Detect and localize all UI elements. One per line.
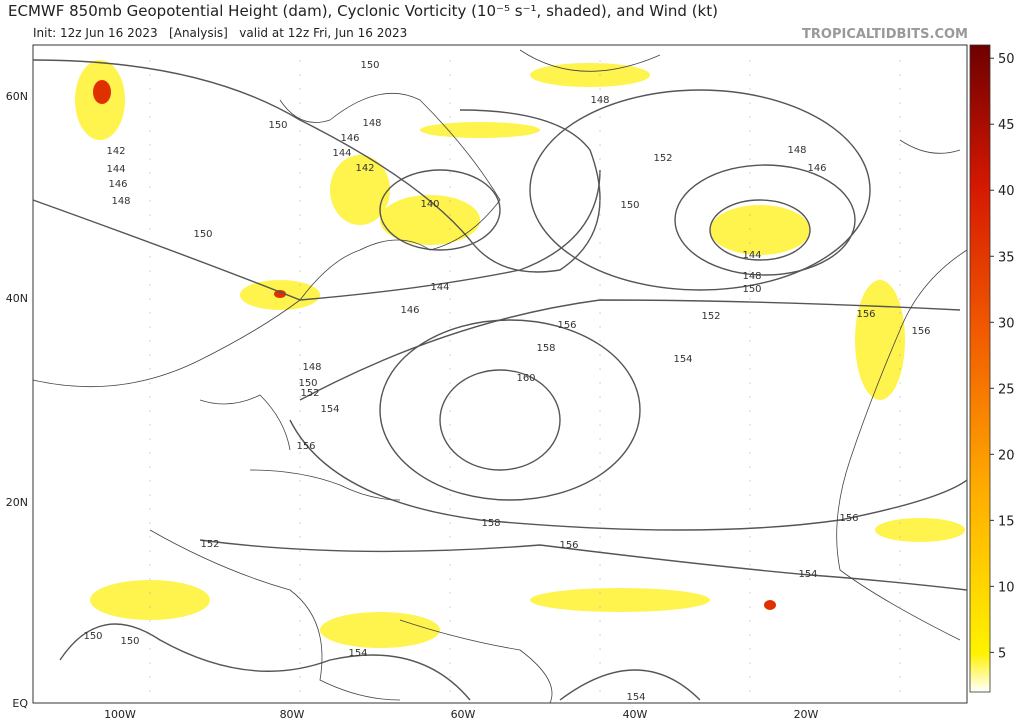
contour-label: 148 bbox=[362, 118, 381, 129]
colorbar-label: 15 bbox=[998, 514, 1015, 529]
latitude-label: 60N bbox=[6, 90, 28, 103]
latitude-label: EQ bbox=[12, 697, 28, 710]
contour-label: 156 bbox=[911, 326, 930, 337]
colorbar-label: 5 bbox=[998, 646, 1006, 661]
contour-label: 150 bbox=[620, 200, 639, 211]
contour-label: 152 bbox=[200, 539, 219, 550]
contour-label: 150 bbox=[298, 378, 317, 389]
colorbar-label: 20 bbox=[998, 448, 1015, 463]
colorbar-label: 45 bbox=[998, 118, 1015, 133]
contour-label: 152 bbox=[653, 153, 672, 164]
map bbox=[32, 44, 968, 704]
contour-label: 150 bbox=[193, 229, 212, 240]
contour-label: 146 bbox=[807, 163, 826, 174]
contour-label: 150 bbox=[360, 60, 379, 71]
contour-label: 146 bbox=[340, 133, 359, 144]
longitude-label: 20W bbox=[794, 708, 819, 721]
contour-label: 154 bbox=[320, 404, 339, 415]
contour-label: 160 bbox=[516, 373, 535, 384]
contour-label: 152 bbox=[300, 388, 319, 399]
colorbar-label: 40 bbox=[998, 184, 1015, 199]
contour-label: 148 bbox=[742, 271, 761, 282]
contour-label: 154 bbox=[798, 569, 817, 580]
contour-label: 148 bbox=[111, 196, 130, 207]
contour-label: 146 bbox=[108, 179, 127, 190]
contour-label: 140 bbox=[420, 199, 439, 210]
contour-label: 150 bbox=[268, 120, 287, 131]
contour-label: 158 bbox=[536, 343, 555, 354]
contour-label: 156 bbox=[296, 441, 315, 452]
contour-label: 150 bbox=[120, 636, 139, 647]
colorbar-label: 35 bbox=[998, 250, 1015, 265]
title: ECMWF 850mb Geopotential Height (dam), C… bbox=[8, 2, 718, 20]
colorbar-label: 25 bbox=[998, 382, 1015, 397]
longitude-label: 100W bbox=[104, 708, 136, 721]
contour-label: 144 bbox=[742, 250, 761, 261]
credit: TROPICALTIDBITS.COM bbox=[802, 27, 968, 42]
contour-label: 142 bbox=[355, 163, 374, 174]
contour-label: 144 bbox=[332, 148, 351, 159]
vorticity-max bbox=[93, 80, 776, 610]
contour-label: 158 bbox=[481, 518, 500, 529]
contour-label: 156 bbox=[559, 540, 578, 551]
contour-label: 144 bbox=[430, 282, 449, 293]
contour-label: 154 bbox=[673, 354, 692, 365]
contour-label: 154 bbox=[348, 648, 367, 659]
vorticity-shading bbox=[75, 60, 965, 648]
contour-label: 156 bbox=[557, 320, 576, 331]
latitude-label: 20N bbox=[6, 496, 28, 509]
longitude-label: 60W bbox=[451, 708, 476, 721]
subtitle: Init: 12z Jun 16 2023 [Analysis] valid a… bbox=[33, 26, 407, 40]
contour-label: 148 bbox=[302, 362, 321, 373]
contour-label: 150 bbox=[83, 631, 102, 642]
coastlines bbox=[32, 49, 968, 704]
longitude-label: 80W bbox=[280, 708, 305, 721]
contour-label: 156 bbox=[839, 513, 858, 524]
height-contours bbox=[32, 59, 968, 701]
colorbar-label: 50 bbox=[998, 52, 1015, 67]
contour-label: 148 bbox=[787, 145, 806, 156]
contour-label: 148 bbox=[590, 95, 609, 106]
latitude-label: 40N bbox=[6, 292, 28, 305]
contour-label: 154 bbox=[626, 692, 645, 703]
contour-label: 144 bbox=[106, 164, 125, 175]
colorbar-label: 10 bbox=[998, 580, 1015, 595]
colorbar bbox=[969, 44, 991, 693]
contour-label: 152 bbox=[701, 311, 720, 322]
contour-label: 156 bbox=[856, 309, 875, 320]
contour-label: 146 bbox=[400, 305, 419, 316]
contour-label: 150 bbox=[742, 284, 761, 295]
colorbar-label: 30 bbox=[998, 316, 1015, 331]
contour-label: 142 bbox=[106, 146, 125, 157]
longitude-label: 40W bbox=[623, 708, 648, 721]
